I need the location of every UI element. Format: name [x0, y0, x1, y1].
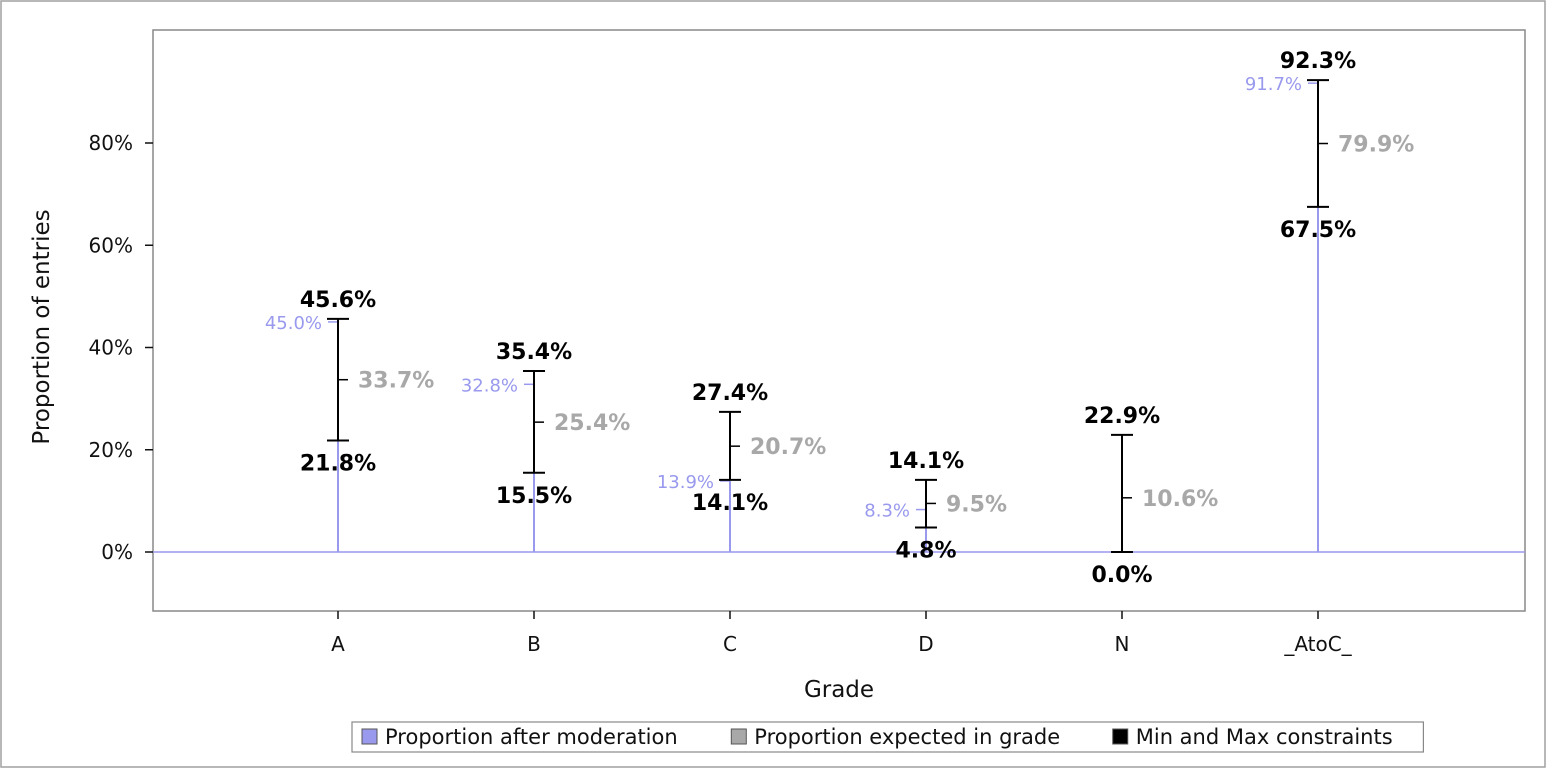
constraint-max-label: 14.1%: [888, 449, 964, 474]
constraint-min-label: 67.5%: [1280, 218, 1356, 243]
x-tick-label: _AtoC_: [1283, 632, 1352, 656]
legend-swatch: [1112, 728, 1129, 745]
legend-swatch: [361, 728, 378, 745]
expected-label: 25.4%: [554, 411, 630, 436]
constraint-max-label: 27.4%: [692, 381, 768, 406]
x-tick-label: N: [1115, 632, 1130, 656]
chart-marks: 0% 20% 40% 60% 80% A B C D N _AtoC_ 45.0%45.6% 21.8%…: [89, 49, 1525, 656]
constraint-min-label: 14.1%: [692, 491, 768, 516]
moderation-label: 91.7%: [1245, 74, 1302, 95]
plot-area-border: [152, 29, 1526, 612]
legend-label: Proportion after moderation: [385, 725, 678, 749]
y-axis-title: Proportion of entries: [29, 209, 55, 444]
expected-label: 20.7%: [750, 435, 826, 460]
legend-border: [351, 721, 1425, 753]
constraint-min-label: 0.0%: [1091, 563, 1152, 588]
moderation-label: 13.9%: [657, 472, 714, 493]
x-tick-label: C: [723, 632, 737, 656]
expected-label: 9.5%: [946, 492, 1007, 517]
legend: Proportion after moderation Proportion ex…: [351, 721, 1425, 753]
constraint-max-label: 22.9%: [1084, 404, 1160, 429]
constraint-min-label: 21.8%: [300, 452, 376, 477]
y-tick-label: 0%: [101, 540, 133, 564]
x-tick-label: A: [331, 632, 345, 656]
legend-label: Min and Max constraints: [1136, 725, 1393, 749]
expected-label: 79.9%: [1338, 133, 1414, 158]
legend-swatch: [730, 728, 747, 745]
moderation-label: 32.8%: [461, 375, 518, 396]
y-tick-label: 60%: [89, 233, 133, 257]
y-tick-label: 40%: [89, 336, 133, 360]
constraint-max-label: 45.6%: [300, 288, 376, 313]
moderation-label: 8.3%: [864, 501, 910, 522]
expected-label: 33.7%: [358, 369, 434, 394]
legend-label: Proportion expected in grade: [754, 725, 1060, 749]
expected-label: 10.6%: [1142, 487, 1218, 512]
constraint-min-label: 15.5%: [496, 484, 572, 509]
constraint-max-label: 92.3%: [1280, 49, 1356, 74]
y-tick-label: 20%: [89, 438, 133, 462]
x-tick-label: D: [918, 632, 933, 656]
x-tick-label: B: [527, 632, 541, 656]
y-tick-label: 80%: [89, 131, 133, 155]
x-axis-title: Grade: [804, 677, 874, 703]
constraint-min-label: 4.8%: [895, 538, 956, 563]
constraint-max-label: 35.4%: [496, 340, 572, 365]
moderation-label: 45.0%: [265, 313, 322, 334]
